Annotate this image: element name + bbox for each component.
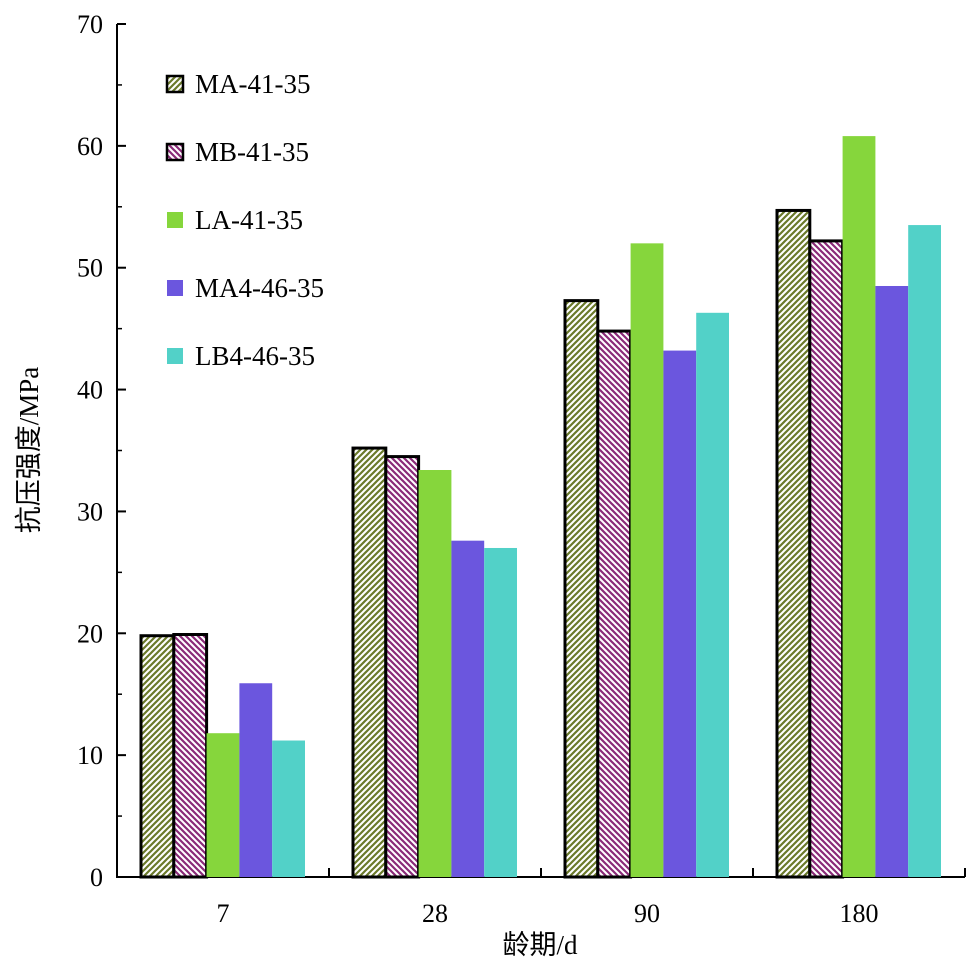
legend-label: MB-41-35 <box>195 137 309 167</box>
y-axis-ticks: 0 10 20 30 40 50 60 70 <box>77 10 126 892</box>
y-tick-label: 0 <box>90 863 103 892</box>
bar-MA-41-35-7 <box>139 634 176 879</box>
bar-MB-41-35-180 <box>808 239 845 879</box>
bar-LA-41-35-7 <box>206 733 240 877</box>
bar-MA-41-35-90 <box>563 299 600 879</box>
bar-MB-41-35-90 <box>596 329 633 879</box>
bar-LB4-46-35-28 <box>484 547 517 877</box>
y-tick-label: 30 <box>77 497 103 526</box>
x-axis-ticks: 7 28 90 180 <box>116 868 966 928</box>
x-tick-label: 7 <box>217 899 230 928</box>
bar-LB4-46-35-7 <box>272 740 305 877</box>
y-axis-title: 抗压强度/MPa <box>14 367 44 534</box>
x-tick-label: 180 <box>840 899 879 928</box>
legend-swatch <box>167 348 183 364</box>
y-tick-label: 20 <box>77 619 103 648</box>
legend: MA-41-35 MB-41-35 LA-41-35 MA4-46-35 LB4-46-… <box>165 69 324 371</box>
bar-MA4-46-35-90 <box>663 350 697 877</box>
x-tick-label: 90 <box>634 899 660 928</box>
legend-swatch <box>167 280 183 296</box>
bar-LA-41-35-90 <box>630 243 664 878</box>
y-tick-label: 70 <box>77 10 103 39</box>
legend-swatch <box>167 212 183 228</box>
y-tick-label: 60 <box>77 132 103 161</box>
bar-LB4-46-35-90 <box>696 312 729 878</box>
y-tick-label: 50 <box>77 254 103 283</box>
bar-MB-41-35-7 <box>172 633 209 879</box>
y-tick-label: 10 <box>77 741 103 770</box>
bar-LA-41-35-28 <box>418 469 452 877</box>
bar-MA4-46-35-180 <box>875 285 909 877</box>
legend-swatch <box>165 74 185 94</box>
x-tick-label: 28 <box>422 899 448 928</box>
bar-MA-41-35-28 <box>351 446 388 879</box>
bar-MA4-46-35-7 <box>239 683 273 877</box>
y-tick-label: 40 <box>77 376 103 405</box>
x-axis-title: 龄期/d <box>502 930 578 960</box>
legend-swatch <box>165 142 185 162</box>
legend-label: LA-41-35 <box>195 205 303 235</box>
bar-MA4-46-35-28 <box>451 540 485 877</box>
bar-MA-41-35-180 <box>775 208 812 879</box>
legend-label: MA4-46-35 <box>195 273 324 303</box>
legend-label: MA-41-35 <box>195 69 311 99</box>
bar-MB-41-35-28 <box>384 455 421 879</box>
bar-series <box>139 136 941 879</box>
bar-LA-41-35-180 <box>842 136 876 877</box>
legend-label: LB4-46-35 <box>195 341 315 371</box>
bar-LB4-46-35-180 <box>908 225 941 878</box>
